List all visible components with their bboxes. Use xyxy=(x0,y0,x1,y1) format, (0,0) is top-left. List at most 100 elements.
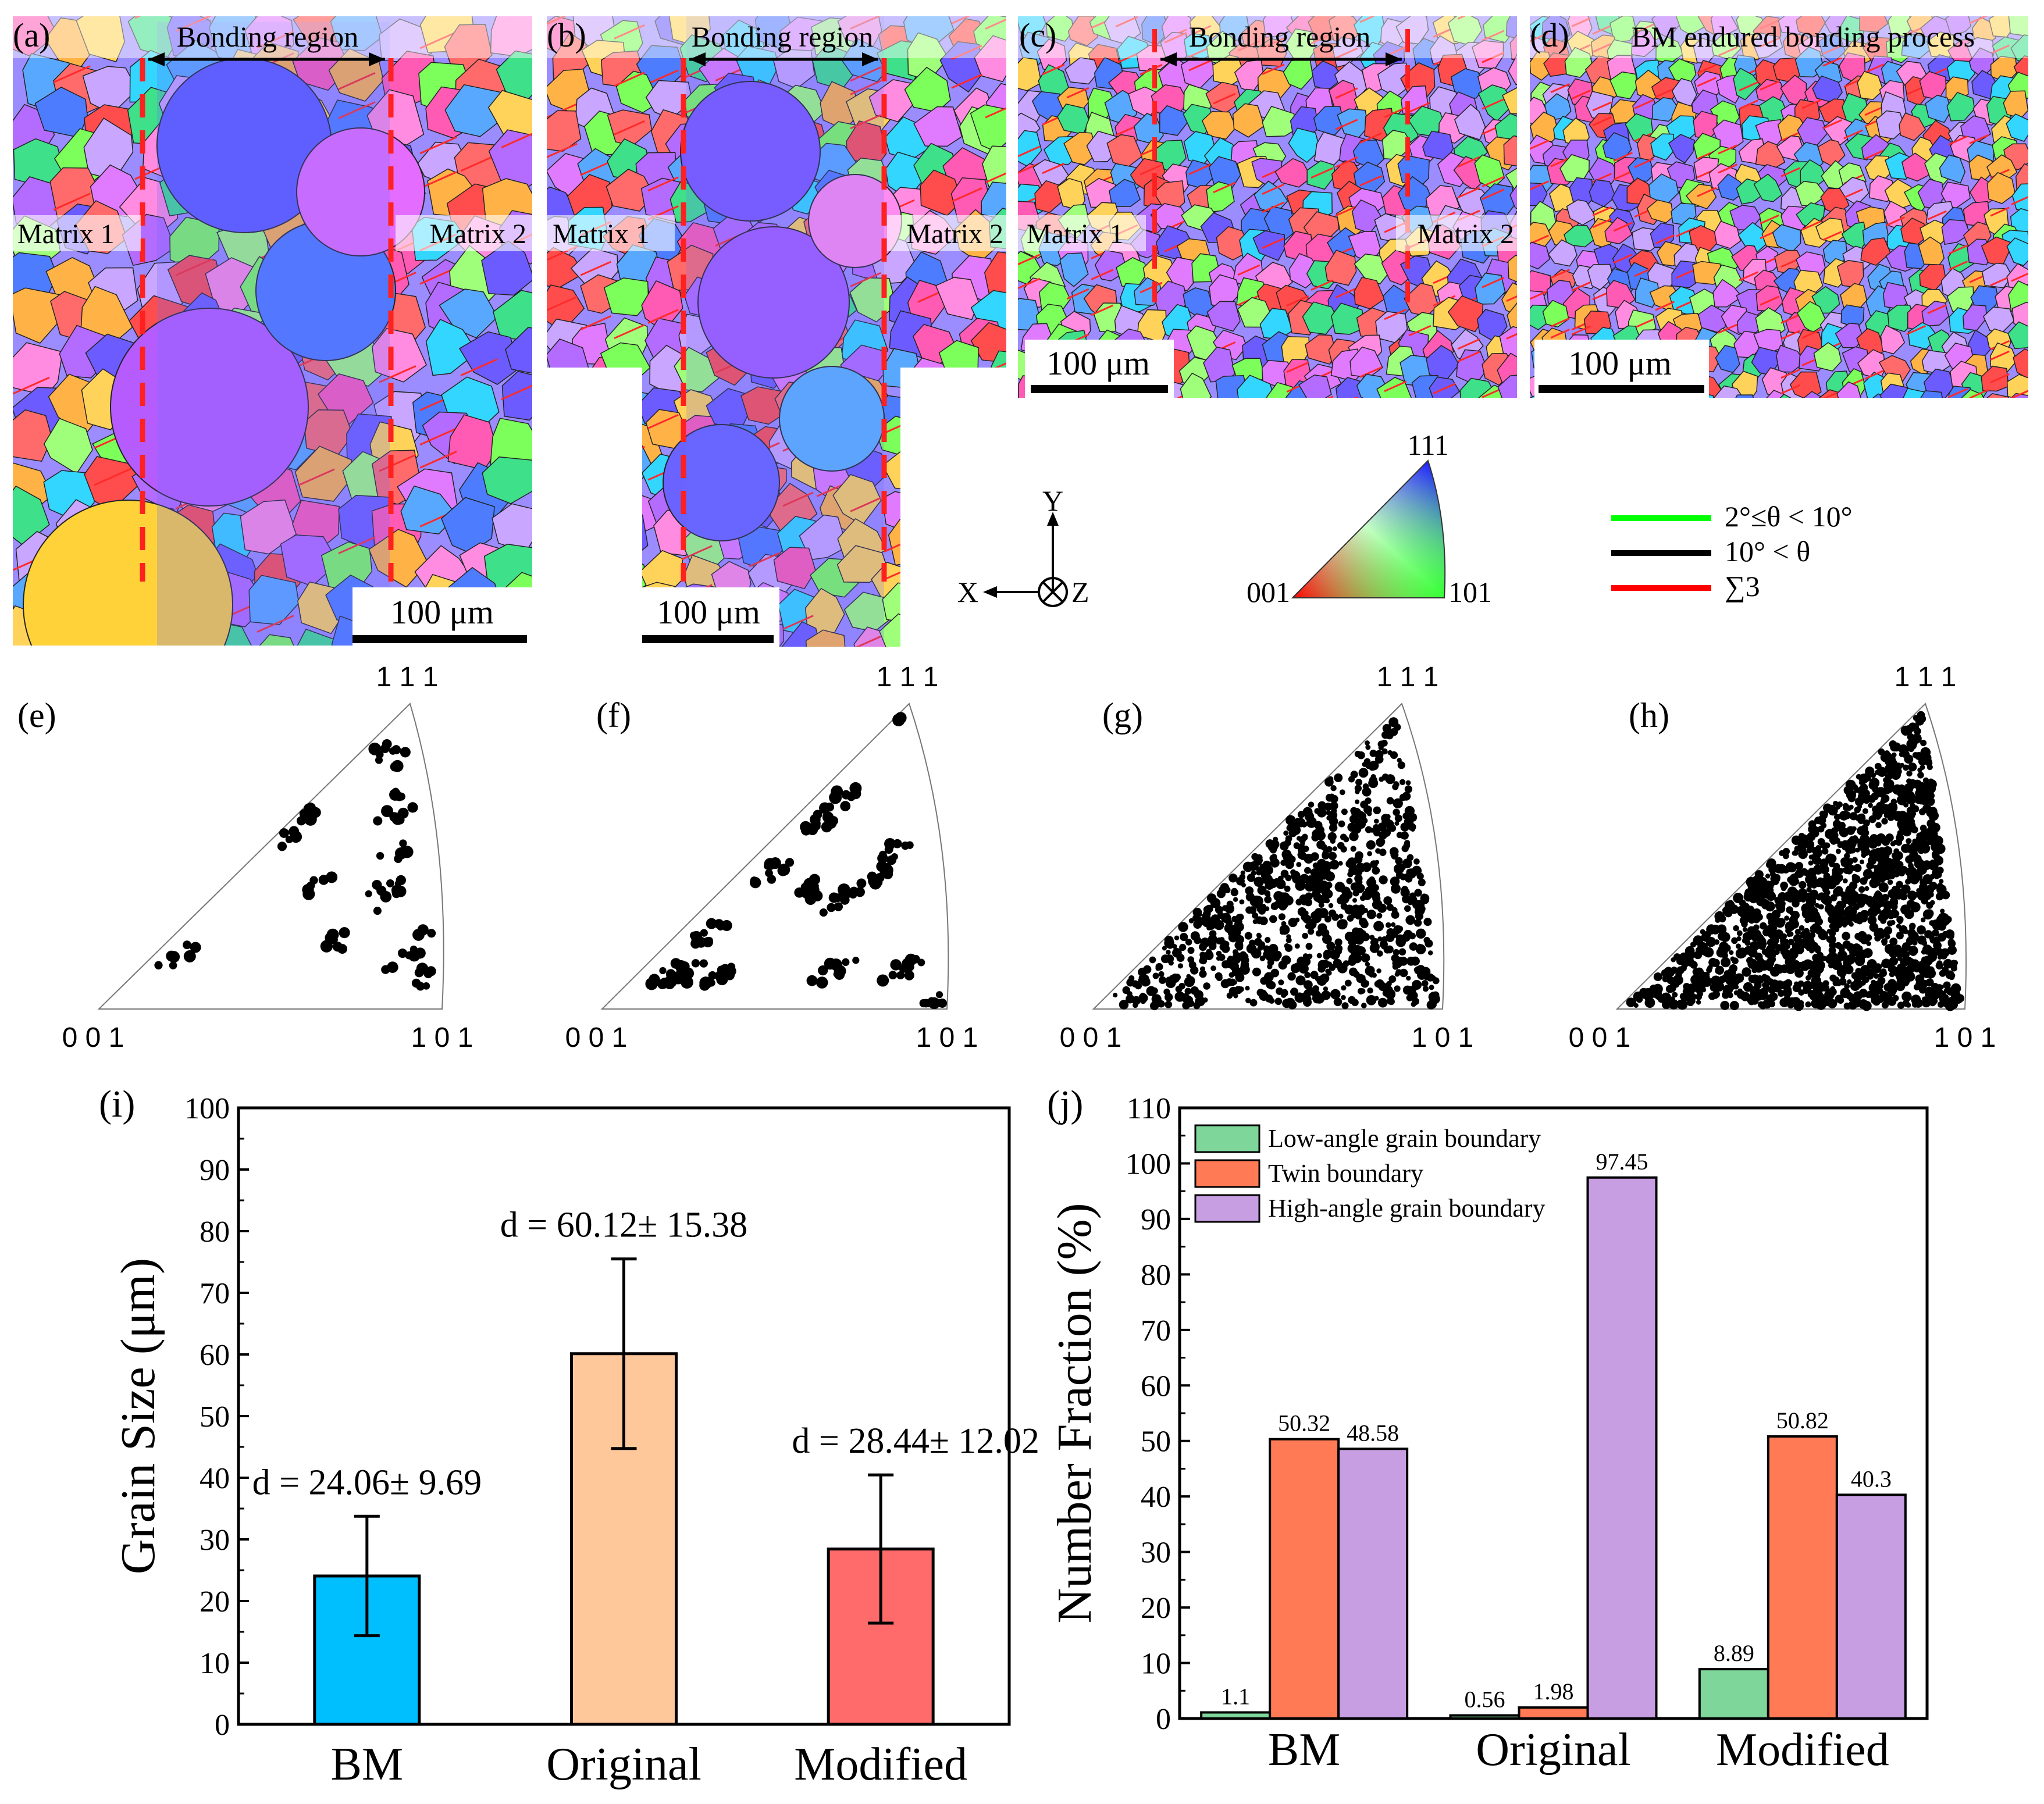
ipf-dot xyxy=(1765,994,1774,1003)
ipf-dot xyxy=(1900,904,1911,915)
ipf-dot xyxy=(1369,750,1377,757)
grain xyxy=(937,390,985,430)
ipf-dot xyxy=(1190,931,1200,941)
ipf-dot xyxy=(1803,935,1810,942)
ipf-dot xyxy=(1404,818,1412,826)
ipf-dot xyxy=(1302,845,1309,853)
ipf-dot xyxy=(1318,908,1329,918)
ipf-dot xyxy=(1870,871,1879,880)
ipf-dot xyxy=(1413,919,1422,927)
bar xyxy=(1767,1435,1838,1720)
ipf-dot xyxy=(1362,787,1372,797)
ipf-dot xyxy=(1914,872,1923,881)
ipf-dot xyxy=(1700,983,1706,989)
ipf-dot xyxy=(1899,784,1905,790)
twin-line xyxy=(1592,42,1612,53)
ipf-dot xyxy=(1322,960,1330,968)
ipf-dot xyxy=(1858,842,1868,851)
ipf-dot xyxy=(1668,984,1676,993)
ipf-dot xyxy=(1842,878,1848,884)
grain xyxy=(1063,131,1098,166)
ipf-dot xyxy=(1237,914,1244,921)
ipf-dot xyxy=(1906,778,1912,785)
y-tick-label: 90 xyxy=(200,1154,230,1187)
twin-line xyxy=(1018,254,1041,265)
ipf-dot xyxy=(386,879,394,887)
ipf-dot xyxy=(1386,797,1394,805)
twin-line xyxy=(951,45,982,60)
twin-line xyxy=(1139,281,1163,294)
twin-line xyxy=(379,454,416,472)
grain xyxy=(1502,87,1517,115)
ipf-dot xyxy=(1850,950,1858,957)
ipf-dot xyxy=(1700,929,1705,935)
ipf-dot xyxy=(1761,982,1768,988)
ipf-dot xyxy=(1930,841,1941,852)
ipf-dot xyxy=(1903,929,1908,935)
x-axis-label: X xyxy=(957,576,978,608)
ipf-dot xyxy=(1908,931,1919,942)
grain xyxy=(425,319,478,376)
ipf-key-101: 101 xyxy=(1448,576,1492,608)
twin-line xyxy=(419,171,457,190)
ipf-dot xyxy=(1848,1000,1857,1010)
twin-line xyxy=(1115,52,1138,65)
boundary-legend: 2°≤θ < 10° 10° < θ ∑3 xyxy=(1611,500,1853,602)
chart-i-bars: BM d = 24.06± 9.69 Original d = 60.12± 15.3… xyxy=(252,1206,1039,1790)
ipf-dot xyxy=(1323,986,1329,992)
ipf-dot xyxy=(1859,860,1865,865)
twin-line xyxy=(1384,380,1407,393)
ipf-111-h: 1 1 1 xyxy=(1895,662,1957,693)
ipf-dot xyxy=(1900,762,1905,768)
ipf-dot xyxy=(1742,927,1748,932)
ipf-dot xyxy=(899,964,907,973)
twin-line xyxy=(1655,88,1675,98)
twin-line xyxy=(1327,395,1334,398)
ipf-dot xyxy=(1432,977,1440,985)
ipf-dot xyxy=(1896,861,1904,869)
grain xyxy=(1263,16,1295,38)
ipf-dot xyxy=(1787,1001,1794,1009)
ipf-label-f: (f) xyxy=(596,696,631,735)
ipf-dot xyxy=(892,839,902,848)
data-label: 50.32 xyxy=(1278,1410,1330,1436)
ipf-dot xyxy=(1906,838,1912,844)
ipf-dot xyxy=(1734,973,1744,983)
ipf-dot xyxy=(1866,941,1871,946)
ipf-dot xyxy=(1367,851,1373,857)
ipf-dot xyxy=(427,929,436,938)
ipf-dot xyxy=(1715,968,1721,974)
ipf-dot xyxy=(1348,776,1355,783)
twin-line xyxy=(1760,80,1780,91)
twin-line xyxy=(1335,87,1358,99)
ipf-dot xyxy=(1855,806,1861,812)
twin-line xyxy=(419,427,457,446)
chart-j-ylabel: Number Fraction (%) xyxy=(1048,1203,1102,1623)
twin-line xyxy=(1433,383,1456,395)
ipf-001-e: 0 0 1 xyxy=(62,1022,124,1053)
bar xyxy=(1449,1714,1520,1720)
ipf-dot xyxy=(1902,1000,1910,1007)
data-label: 97.45 xyxy=(1596,1149,1648,1175)
ipf-dot xyxy=(1329,823,1338,832)
grain xyxy=(952,486,999,532)
y-tick-label: 80 xyxy=(1141,1258,1171,1292)
ipf-dot xyxy=(1822,879,1829,886)
ipf-dot xyxy=(1829,999,1838,1008)
ipf-dot xyxy=(1209,940,1217,948)
ipf-dot xyxy=(1724,909,1733,918)
ipf-dot xyxy=(1939,969,1946,977)
ipf-dot xyxy=(917,958,925,967)
panel-label-c: (c) xyxy=(1019,16,1056,54)
y-tick-label: 30 xyxy=(200,1524,230,1557)
twin-line xyxy=(1571,17,1591,27)
ipf-dot xyxy=(1765,891,1771,897)
ipf-dot xyxy=(1829,951,1838,960)
x-category-label: Modified xyxy=(1716,1724,1889,1776)
twin-line xyxy=(1760,19,1780,30)
ipf-dot xyxy=(1908,762,1917,772)
grain xyxy=(1609,16,1637,43)
ipf-dot xyxy=(1900,958,1909,967)
ipf-dot xyxy=(1276,987,1284,995)
twin-line xyxy=(580,315,611,331)
